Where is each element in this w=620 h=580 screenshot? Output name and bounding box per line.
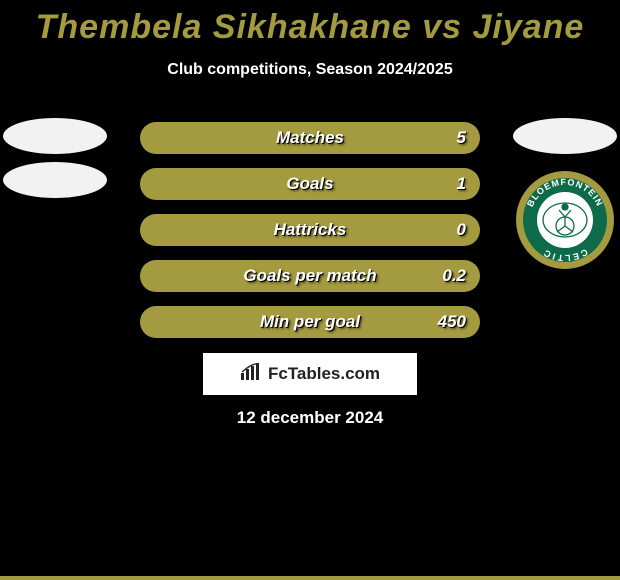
footer-bar (0, 576, 620, 580)
brand-chart-icon (240, 363, 262, 386)
right-player-column: BLOEMFONTEIN CELTIC (510, 118, 620, 270)
stat-label: Goals per match (243, 266, 376, 286)
stat-value: 1 (457, 174, 466, 194)
stat-value: 5 (457, 128, 466, 148)
subtitle: Club competitions, Season 2024/2025 (0, 61, 620, 79)
left-player-column (0, 118, 110, 198)
player-placeholder-oval (3, 118, 107, 154)
stat-row: Goals per match 0.2 (140, 260, 480, 292)
stat-label: Matches (276, 128, 344, 148)
stats-rows: Matches 5 Goals 1 Hattricks 0 Goals per match 0… (140, 122, 480, 352)
stat-row: Matches 5 (140, 122, 480, 154)
stat-value: 0.2 (442, 266, 466, 286)
stat-value: 450 (438, 312, 466, 332)
stat-row: Min per goal 450 (140, 306, 480, 338)
player-placeholder-oval (513, 118, 617, 154)
stat-label: Goals (286, 174, 333, 194)
stat-label: Min per goal (260, 312, 360, 332)
stat-label: Hattricks (274, 220, 347, 240)
page-title: Thembela Sikhakhane vs Jiyane (0, 0, 620, 47)
stat-row: Hattricks 0 (140, 214, 480, 246)
club-badge: BLOEMFONTEIN CELTIC (515, 170, 615, 270)
stat-value: 0 (457, 220, 466, 240)
date-text: 12 december 2024 (0, 408, 620, 428)
stat-row: Goals 1 (140, 168, 480, 200)
player-placeholder-oval (3, 162, 107, 198)
brand-badge: FcTables.com (202, 352, 418, 396)
brand-text: FcTables.com (268, 364, 380, 384)
